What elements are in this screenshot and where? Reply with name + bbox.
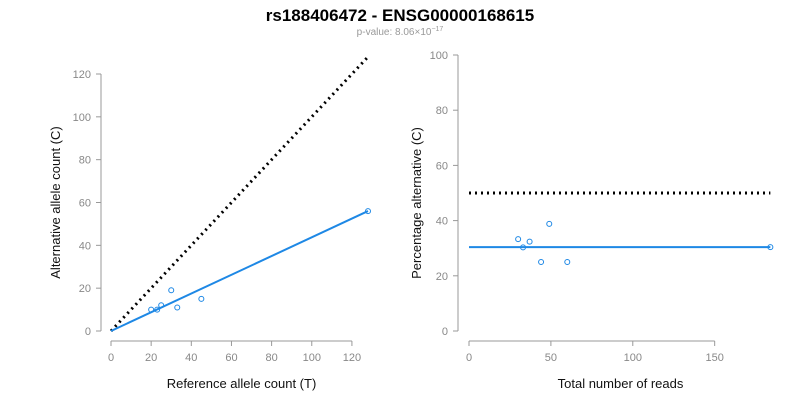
p-value-exponent: −17: [431, 26, 443, 33]
left-data-point: [158, 302, 165, 309]
right-x-tick-label: 150: [705, 352, 723, 364]
right-data-point: [526, 238, 533, 245]
left-data-point: [364, 208, 371, 215]
left-y-tick-label: 80: [79, 155, 91, 167]
right-x-tick-label: 50: [545, 352, 557, 364]
left-y-tick-label: 120: [73, 69, 91, 81]
left-reference-line: [109, 55, 370, 333]
left-x-tick-label: 120: [343, 352, 361, 364]
left-x-tick-label: 80: [265, 352, 277, 364]
p-value-subtitle: p-value: 8.06×10−17: [357, 26, 444, 38]
left-x-tick-label: 0: [108, 352, 114, 364]
right-y-tick-label: 40: [436, 216, 448, 228]
left-y-tick-label: 100: [73, 112, 91, 124]
right-y-axis-label: Percentage alternative (C): [409, 127, 424, 279]
right-y-tick-label: 0: [442, 326, 448, 338]
left-x-tick-label: 20: [145, 352, 157, 364]
left-x-tick-label: 40: [185, 352, 197, 364]
p-value-text: p-value: 8.06×10: [357, 27, 432, 38]
right-x-axis-label: Total number of reads: [558, 376, 684, 391]
chart-title: rs188406472 - ENSG00000168615: [266, 6, 534, 25]
right-x-tick-label: 0: [466, 352, 472, 364]
left-y-axis-label: Alternative allele count (C): [48, 126, 63, 278]
left-data-point: [174, 304, 181, 311]
left-fit-line: [110, 210, 369, 332]
left-data-point: [168, 287, 175, 294]
left-x-tick-label: 100: [303, 352, 321, 364]
right-data-point: [520, 244, 527, 251]
right-y-tick-label: 80: [436, 105, 448, 117]
right-y-tick-label: 60: [436, 160, 448, 172]
right-y-tick-label: 20: [436, 271, 448, 283]
allele-count-panel: 0 20 40 60 80 100 120 0 20 40 60 80 100 120 Reference …: [48, 55, 371, 391]
right-data-point: [564, 259, 571, 265]
right-data-point: [538, 259, 545, 265]
left-y-tick-label: 60: [79, 198, 91, 210]
right-y-tick-label: 100: [430, 50, 448, 62]
right-data-point: [515, 236, 522, 243]
right-data-point: [767, 244, 774, 251]
left-y-tick-label: 20: [79, 283, 91, 295]
left-data-point: [154, 306, 161, 313]
left-y-tick-label: 40: [79, 240, 91, 252]
right-data-point: [546, 220, 553, 227]
left-x-axis-label: Reference allele count (T): [167, 376, 317, 391]
left-data-point: [198, 295, 205, 302]
left-x-tick-label: 60: [225, 352, 237, 364]
left-data-point: [148, 306, 155, 313]
left-y-tick-label: 0: [85, 326, 91, 338]
percentage-panel: 0 50 100 150 0 20 40 60 80 100 Total number of rea…: [409, 50, 774, 391]
right-x-tick-label: 100: [624, 352, 642, 364]
